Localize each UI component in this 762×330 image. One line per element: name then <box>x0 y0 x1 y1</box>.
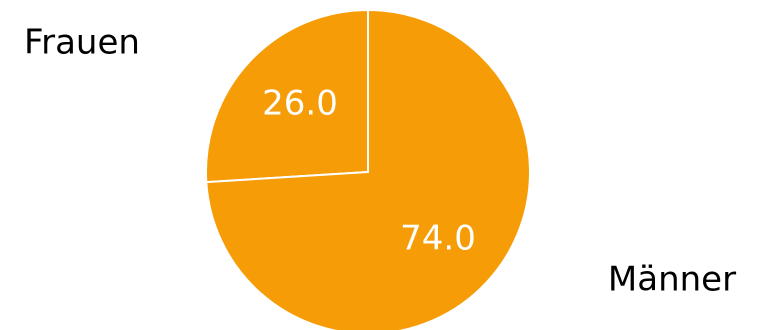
pie-category-label-männer: Männer <box>608 260 736 300</box>
pie-slice-männer <box>205 8 531 330</box>
pie-value-labels: 26.0 74.0 <box>262 84 476 259</box>
pie-slices <box>205 8 531 330</box>
pie-value-label-männer: 74.0 <box>400 219 476 259</box>
pie-slice-frauen <box>205 8 369 184</box>
pie-category-label-frauen: Frauen <box>24 23 140 63</box>
pie-value-label-frauen: 26.0 <box>262 84 338 124</box>
pie-category-labels: Frauen Männer <box>24 23 736 300</box>
